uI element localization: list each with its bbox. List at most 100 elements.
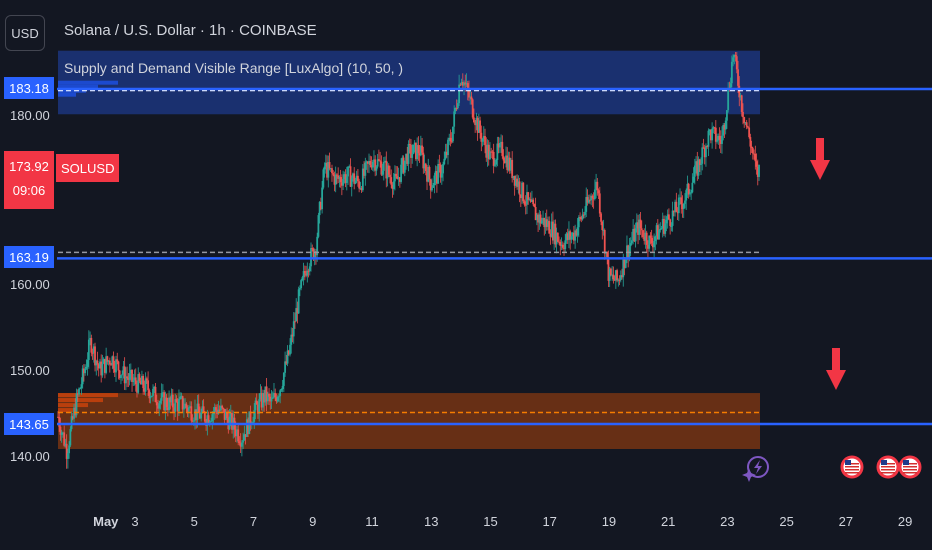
candle-body [410,144,412,158]
candle-body [734,55,737,57]
candle-body [160,393,163,401]
demand-level-price-tag: 143.65 [4,413,54,435]
candle-body [81,368,84,385]
candle-body [712,127,715,129]
candle-body [375,166,378,171]
candle-body [264,386,267,403]
candle-body [402,157,405,173]
candle-body [392,181,395,189]
candle-body [281,385,284,390]
candle-body [324,162,327,167]
candle-body [638,219,641,235]
candle-body [154,386,157,403]
supply-level-price-tag: 183.18 [4,77,54,99]
candle-body [610,268,612,276]
candle-body [181,396,184,410]
candle-body [661,218,664,229]
candle-body [147,380,149,391]
candle-body [707,130,710,147]
candle-body [201,406,204,413]
candle-body [448,137,451,140]
candle-body [360,188,363,191]
candle-body [438,164,441,166]
candle-body [508,157,511,171]
candle-body [76,393,79,395]
candle-body [533,204,536,208]
candle-body [381,170,384,175]
candle-body [690,192,693,194]
candle-body [238,441,241,444]
candle-body [411,153,414,158]
candle-body [64,443,67,446]
candle-body [313,251,316,260]
candle-body [749,137,752,147]
candle-body [100,361,103,376]
candle-body [63,432,66,446]
candle-body [369,161,372,166]
candle-body [162,392,164,394]
candle-body [274,393,277,398]
candle-body [477,120,480,133]
currency-button[interactable]: USD [5,15,45,51]
candle-body [523,201,526,205]
candle-body [68,445,71,454]
y-tick-label: 140.00 [10,449,50,464]
candle-body [149,396,152,399]
candle-body [85,366,88,369]
candle-body [170,394,173,403]
candle-body [649,235,652,238]
candle-body [722,124,725,136]
candle-body [111,356,114,366]
candle-body [357,175,359,182]
candle-body [287,350,290,355]
candle-body [566,233,569,240]
candle-body [612,274,615,280]
candle-body [148,390,151,399]
candle-body [137,374,140,393]
candle-body [591,195,594,199]
candle-body [153,386,156,389]
candle-body [202,406,205,413]
candle-body [568,231,570,240]
candle-body [466,83,469,91]
candle-body [500,141,502,143]
candle-body [377,159,380,161]
candle-body [706,146,709,148]
candle-body [732,57,734,62]
candle-body [450,141,453,143]
candle-body [102,358,105,364]
demand-profile-bar [58,408,76,413]
candle-body [345,176,348,183]
x-tick-label: 19 [601,514,617,529]
x-tick-label: 27 [838,514,854,529]
candle-body [716,140,718,142]
candle-body [247,419,249,435]
candle-body [492,151,495,166]
candle-body [440,173,443,178]
candle-body [78,388,80,395]
candle-body [503,160,506,164]
candle-body [651,243,654,248]
candle-body [417,145,420,154]
candle-body [150,395,153,397]
flag-stripe [845,472,859,474]
candle-body [489,151,491,160]
candle-body [619,275,622,281]
candle-body [403,160,406,173]
candle-body [94,346,96,366]
candle-body [329,168,332,170]
candle-body [674,201,676,213]
candle-body [630,240,633,244]
candle-body [123,366,126,384]
candle-body [423,163,426,169]
candle-body [469,96,472,98]
candle-body [535,214,538,221]
candle-body [507,157,510,171]
candle-body [640,228,643,231]
candle-body [92,346,95,353]
candle-body [600,213,602,222]
candle-body [397,177,400,180]
demand-profile-bar [58,393,118,398]
indicator-label[interactable]: Supply and Demand Visible Range [LuxAlgo… [64,60,404,76]
